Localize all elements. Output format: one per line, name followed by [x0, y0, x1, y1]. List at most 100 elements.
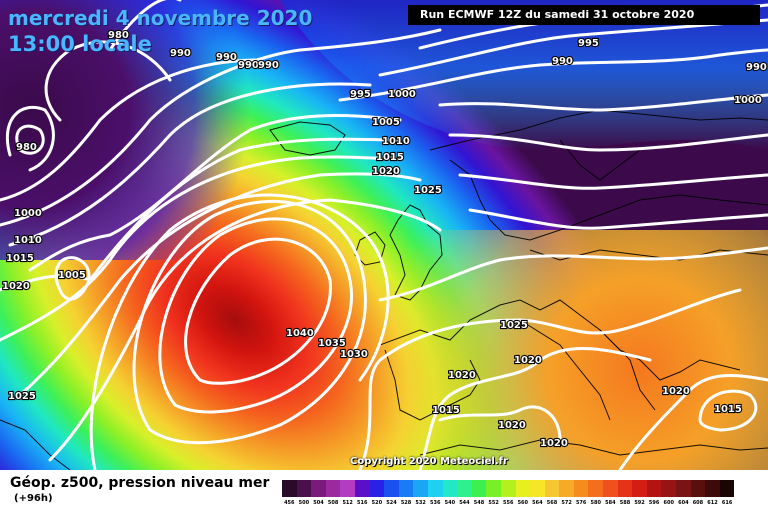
color-scale-swatch: [661, 480, 677, 497]
color-scale-label: 576: [575, 500, 587, 506]
color-scale-label: 528: [400, 500, 412, 506]
isobar-label: 980: [16, 142, 37, 153]
isobar-label: 1020: [448, 370, 476, 381]
color-scale-swatch: [719, 480, 735, 497]
isobar-label: 995: [350, 89, 371, 100]
isobar-label: 990: [258, 60, 279, 71]
color-scale-label: 616: [721, 500, 733, 506]
color-scale-swatch: [369, 480, 385, 497]
color-scale-swatch: [471, 480, 487, 497]
isobar-label: 1025: [414, 185, 442, 196]
color-scale-swatch: [559, 480, 574, 497]
color-scale-label: 548: [473, 500, 485, 506]
color-scale-swatch: [340, 480, 355, 497]
color-scale-labels: 456 500 504 508 512 516 520 524 528 532 536 540 544 5…: [282, 500, 734, 508]
color-scale-swatch: [296, 480, 312, 497]
isobar-label: 1020: [2, 281, 30, 292]
color-scale: [282, 480, 735, 497]
isobar-label: 1015: [376, 152, 404, 163]
color-scale-label: 584: [605, 500, 616, 506]
color-scale-label: 600: [663, 500, 674, 506]
color-scale-label: 564: [532, 500, 543, 506]
isobars: [0, 0, 768, 470]
color-scale-label: 532: [415, 500, 426, 506]
color-scale-swatch: [515, 480, 531, 497]
color-scale-swatch: [442, 480, 458, 497]
color-scale-swatch: [530, 480, 545, 497]
isobar-label: 1020: [540, 438, 568, 449]
color-scale-swatch: [413, 480, 428, 497]
isobar-label: 1015: [432, 405, 460, 416]
color-scale-swatch: [486, 480, 501, 497]
color-scale-swatch: [603, 480, 618, 497]
color-scale-label: 588: [619, 500, 631, 506]
color-scale-swatch: [573, 480, 589, 497]
color-scale-swatch: [676, 480, 691, 497]
isobar-label: 1020: [514, 355, 542, 366]
color-scale-label: 540: [444, 500, 456, 506]
color-scale-swatch: [544, 480, 560, 497]
isobar-label: 1025: [8, 391, 36, 402]
isobar-label: 990: [238, 60, 259, 71]
color-scale-swatch: [325, 480, 341, 497]
forecast-offset: (+96h): [14, 493, 53, 504]
color-scale-label: 592: [634, 500, 645, 506]
color-scale-label: 524: [386, 500, 397, 506]
isobar-label: 1025: [500, 320, 528, 331]
color-scale-swatch: [690, 480, 706, 497]
color-scale-label: 544: [459, 500, 470, 506]
color-scale-label: 568: [546, 500, 558, 506]
isobar-label: 990: [216, 52, 237, 63]
map-title: Géop. z500, pression niveau mer: [10, 475, 270, 491]
isobar-label: 1015: [714, 404, 742, 415]
color-scale-label: 612: [707, 500, 718, 506]
isobar-label: 990: [552, 56, 573, 67]
color-scale-swatch: [588, 480, 604, 497]
color-scale-label: 456: [284, 500, 295, 506]
color-scale-label: 580: [590, 500, 601, 506]
color-scale-label: 596: [648, 500, 660, 506]
isobar-label: 990: [746, 62, 767, 73]
isobar-label: 1000: [734, 95, 762, 106]
isobar-label: 1000: [14, 208, 42, 219]
color-scale-swatch: [282, 480, 297, 497]
isobar-labels: 980 990 990 990 990 980 995 1000 995 990…: [1, 29, 768, 450]
isobar-label: 1005: [372, 117, 400, 128]
color-scale-label: 520: [371, 500, 383, 506]
color-scale-label: 552: [488, 500, 499, 506]
run-info-banner: Run ECMWF 12Z du samedi 31 octobre 2020: [408, 5, 760, 25]
color-scale-swatch: [311, 480, 326, 497]
color-scale-swatch: [500, 480, 516, 497]
color-scale-swatch: [398, 480, 414, 497]
color-scale-swatch: [646, 480, 662, 497]
color-scale-label: 512: [342, 500, 353, 506]
isobar-label: 1020: [498, 420, 526, 431]
isobar-label: 1035: [318, 338, 346, 349]
color-scale-label: 516: [357, 500, 368, 506]
color-scale-swatch: [354, 480, 370, 497]
isobar-label: 1000: [388, 89, 416, 100]
color-scale-swatch: [457, 480, 472, 497]
isobar-label: 990: [170, 48, 191, 59]
color-scale-swatch: [632, 480, 647, 497]
isobar-label: 1020: [662, 386, 690, 397]
isobar-label: 1020: [372, 166, 400, 177]
forecast-map: 980 990 990 990 990 980 995 1000 995 990…: [0, 0, 768, 470]
isobar-label: 980: [108, 30, 129, 41]
copyright-text: Copyright 2020 Meteociel.fr: [350, 456, 508, 467]
color-scale-swatch: [617, 480, 633, 497]
isobar-label: 1015: [6, 253, 34, 264]
forecast-time: 13:00 locale: [8, 32, 152, 56]
isobar-label: 1005: [58, 270, 86, 281]
color-scale-swatch: [705, 480, 720, 497]
isobar-label: 1040: [286, 328, 314, 339]
color-scale-label: 504: [313, 500, 324, 506]
color-scale-label: 572: [561, 500, 572, 506]
color-scale-label: 508: [327, 500, 339, 506]
color-scale-swatch: [384, 480, 399, 497]
color-scale-label: 500: [298, 500, 310, 506]
color-scale-label: 560: [517, 500, 529, 506]
isobar-label: 1030: [340, 349, 368, 360]
color-scale-swatch: [427, 480, 443, 497]
forecast-date: mercredi 4 novembre 2020: [8, 6, 313, 30]
